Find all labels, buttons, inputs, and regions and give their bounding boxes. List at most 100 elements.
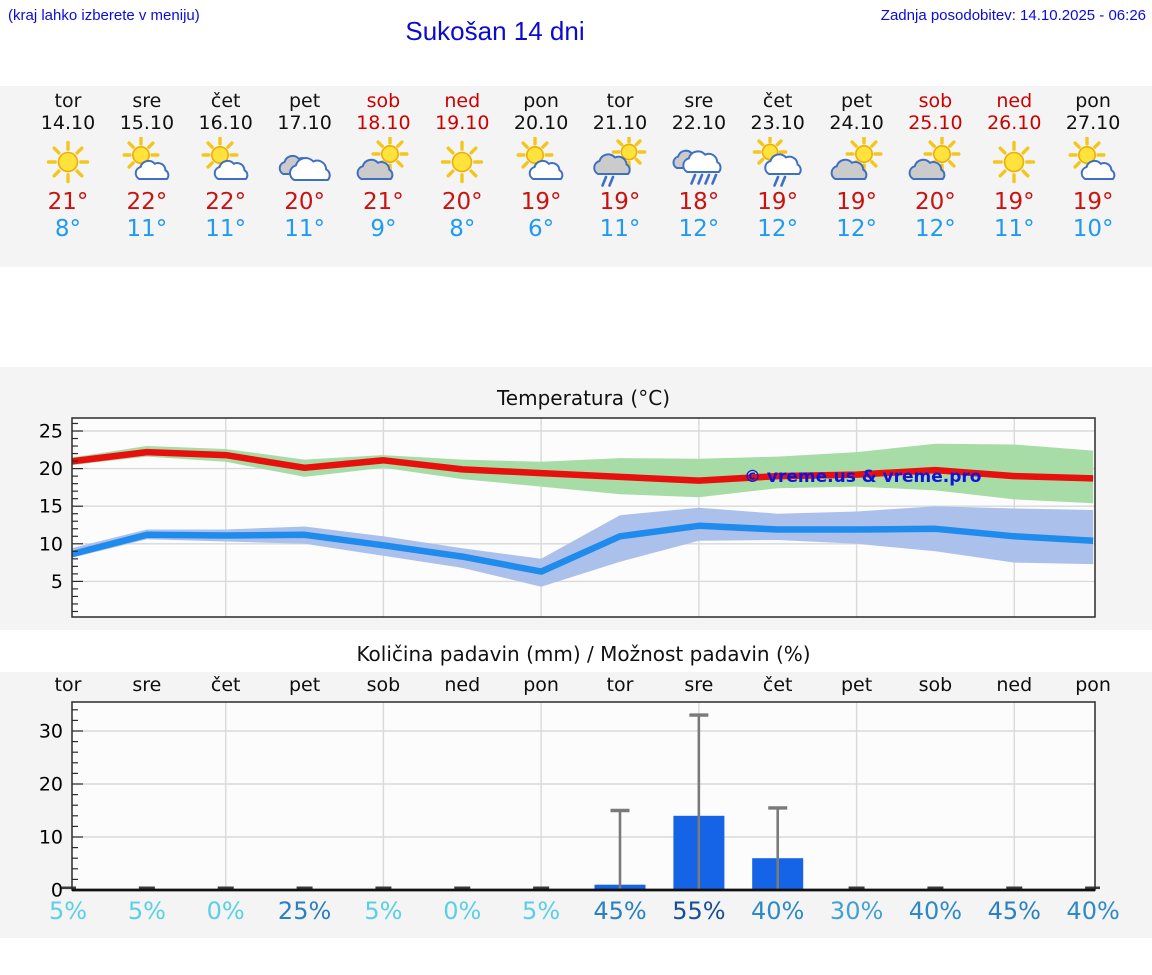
low-temp: 9°: [370, 216, 397, 242]
precip-day-label: ned: [444, 674, 481, 696]
location-hint: (kraj lahko izberete v meniju): [8, 7, 200, 24]
day-column: sob 18.10 21° 9°: [344, 90, 423, 243]
watermark-link[interactable]: © vreme.us & vreme.pro: [744, 467, 982, 487]
day-date: 14.10: [40, 112, 96, 134]
day-name: ned: [444, 90, 481, 112]
page-title: Sukošan 14 dni: [405, 16, 585, 46]
day-name: tor: [54, 90, 82, 112]
high-temp: 20°: [915, 189, 956, 215]
day-name: sob: [918, 90, 953, 112]
day-date: 18.10: [356, 112, 411, 134]
day-column: pet 17.10 20° 11°: [265, 90, 344, 243]
high-temp: 21°: [47, 189, 89, 215]
day-column: tor 14.10 21° 8°: [29, 90, 108, 243]
day-date: 15.10: [119, 112, 175, 134]
precip-day-label: pet: [840, 674, 873, 696]
high-temp: 22°: [205, 189, 247, 215]
day-date: 17.10: [277, 112, 332, 134]
partly-sunny-icon: [1065, 136, 1121, 187]
precip-probability-label: 40%: [751, 897, 805, 925]
precip-probability-label: 5%: [127, 897, 166, 925]
day-name: sre: [684, 90, 714, 112]
low-temp: 12°: [757, 216, 799, 242]
precip-probability-label: 45%: [593, 897, 647, 925]
high-temp: 19°: [757, 189, 799, 215]
cloudy-icon: [277, 137, 333, 187]
day-name: čet: [762, 90, 793, 112]
day-column: tor 21.10 19° 11°: [581, 90, 660, 243]
precip-probability-label: 55%: [672, 897, 726, 925]
rain-icon: [671, 137, 727, 187]
forecast-strip: tor 14.10 21° 8° sre 15.10 22° 11° čet 16.10 22° 11…: [0, 86, 1152, 267]
day-column: čet 23.10 19° 12°: [738, 90, 817, 243]
svg-text:0: 0: [51, 880, 63, 899]
precip-day-label: sob: [918, 674, 953, 696]
partly-sunny-left-icon: [907, 135, 963, 187]
precip-probability-label: 40%: [1066, 897, 1120, 925]
partly-sunny-left-icon: [829, 135, 885, 187]
day-date: 27.10: [1065, 112, 1121, 134]
day-column: sob 25.10 20° 12°: [896, 90, 975, 243]
svg-text:5: 5: [51, 571, 63, 593]
precip-day-label: čet: [210, 674, 241, 696]
precip-probability-label: 30%: [829, 897, 884, 925]
day-column: pon 20.10 19° 6°: [502, 90, 581, 243]
high-temp: 18°: [678, 189, 720, 215]
svg-text:30: 30: [39, 721, 63, 743]
precip-day-label: pet: [288, 674, 321, 696]
day-name: pon: [523, 90, 559, 112]
low-temp: 12°: [836, 216, 877, 242]
low-temp: 11°: [205, 216, 247, 242]
precip-probability-label: 25%: [277, 897, 332, 925]
low-temp: 12°: [678, 216, 720, 242]
high-temp: 19°: [1072, 189, 1114, 215]
day-date: 25.10: [908, 112, 963, 134]
low-temp: 8°: [54, 216, 82, 242]
low-temp: 10°: [1072, 216, 1114, 242]
low-temp: 11°: [126, 216, 168, 242]
sunny-icon: [434, 137, 490, 187]
day-name: pet: [840, 90, 873, 112]
temperature-chart: 5 10 15 20 25: [25, 410, 1100, 622]
day-column: sre 22.10 18° 12°: [659, 90, 738, 243]
day-column: sre 15.10 22° 11°: [107, 90, 186, 243]
day-date: 24.10: [829, 112, 884, 134]
sunny-icon: [986, 137, 1042, 187]
day-name: sob: [366, 90, 401, 112]
precip-probability-label: 5%: [364, 897, 403, 925]
sun-shower-left-icon: [592, 134, 648, 187]
partly-sunny-icon: [198, 136, 254, 187]
precip-probability-label: 5%: [522, 897, 561, 925]
day-date: 26.10: [987, 112, 1042, 134]
precipitation-chart-title: Količina padavin (mm) / Možnost padavin …: [356, 642, 811, 666]
partly-sunny-icon: [513, 136, 569, 187]
day-name: pet: [288, 90, 321, 112]
low-temp: 12°: [915, 216, 956, 242]
svg-text:10: 10: [39, 533, 63, 555]
high-temp: 19°: [520, 189, 562, 215]
day-date: 22.10: [671, 112, 727, 134]
high-temp: 20°: [441, 189, 483, 215]
precip-day-label: ned: [996, 674, 1033, 696]
sun-shower-icon: [750, 134, 806, 187]
day-column: pet 24.10 19° 12°: [817, 90, 896, 243]
precip-probability-label: 40%: [908, 897, 963, 925]
day-column: ned 26.10 19° 11°: [975, 90, 1054, 243]
temperature-chart-svg: 5 10 15 20 25: [39, 417, 1096, 618]
precip-day-label: sre: [684, 674, 714, 696]
high-temp: 19°: [993, 189, 1035, 215]
svg-text:20: 20: [39, 774, 63, 796]
high-temp: 22°: [126, 189, 168, 215]
day-name: ned: [996, 90, 1033, 112]
day-date: 21.10: [592, 112, 648, 134]
high-temp: 19°: [836, 189, 877, 215]
day-name: tor: [606, 90, 634, 112]
precip-day-label: sre: [132, 674, 162, 696]
low-temp: 11°: [284, 216, 325, 242]
high-temp: 19°: [599, 189, 641, 215]
day-date: 20.10: [513, 112, 569, 134]
last-updated: Zadnja posodobitev: 14.10.2025 - 06:26: [880, 7, 1146, 24]
day-date: 16.10: [198, 112, 253, 134]
precip-probability-label: 0%: [443, 897, 482, 925]
